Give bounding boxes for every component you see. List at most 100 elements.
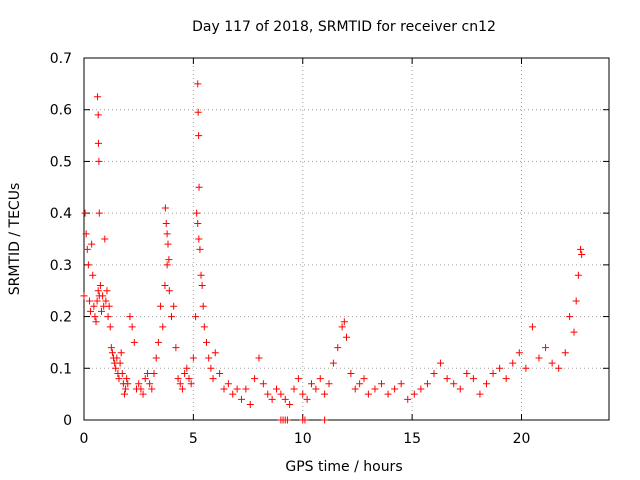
data-point bbox=[99, 292, 107, 300]
data-point bbox=[343, 333, 350, 341]
data-point bbox=[360, 375, 368, 383]
data-point bbox=[483, 380, 490, 388]
data-point bbox=[116, 359, 124, 367]
data-point bbox=[112, 364, 120, 372]
data-point bbox=[316, 375, 324, 383]
data-point bbox=[194, 80, 202, 88]
data-point bbox=[397, 380, 405, 388]
data-point bbox=[84, 261, 92, 269]
data-point bbox=[203, 338, 210, 346]
data-point bbox=[164, 240, 172, 248]
data-points bbox=[80, 80, 586, 424]
data-point bbox=[195, 235, 203, 243]
data-point bbox=[238, 395, 245, 403]
data-point bbox=[90, 302, 98, 310]
data-point bbox=[139, 390, 147, 398]
data-point bbox=[229, 390, 237, 398]
data-point bbox=[312, 385, 320, 393]
data-point bbox=[152, 354, 160, 362]
grid-lines bbox=[84, 58, 609, 420]
data-point bbox=[364, 390, 372, 398]
data-point bbox=[340, 318, 348, 326]
data-point bbox=[102, 297, 110, 305]
data-point bbox=[321, 390, 329, 398]
x-tick-label: 15 bbox=[403, 431, 421, 447]
data-point bbox=[469, 375, 477, 383]
data-point bbox=[548, 359, 556, 367]
data-point bbox=[80, 292, 88, 300]
x-tick-label: 10 bbox=[294, 431, 312, 447]
data-point bbox=[93, 297, 101, 305]
data-point bbox=[96, 282, 104, 290]
data-point bbox=[356, 380, 364, 388]
data-point bbox=[135, 380, 143, 388]
data-point bbox=[88, 240, 96, 248]
data-point bbox=[87, 307, 95, 315]
data-point bbox=[502, 375, 510, 383]
data-point bbox=[105, 302, 113, 310]
data-point bbox=[157, 302, 165, 310]
data-point bbox=[106, 323, 114, 331]
data-point bbox=[391, 385, 399, 393]
data-point bbox=[578, 251, 586, 259]
data-point bbox=[209, 375, 217, 383]
data-point bbox=[118, 369, 126, 377]
data-point bbox=[463, 369, 471, 377]
data-point bbox=[281, 395, 289, 403]
data-point bbox=[94, 111, 102, 119]
data-point bbox=[555, 364, 563, 372]
data-point bbox=[351, 385, 359, 393]
data-point bbox=[148, 385, 156, 393]
data-point bbox=[101, 235, 109, 243]
data-point bbox=[115, 375, 123, 383]
data-point bbox=[154, 338, 162, 346]
y-tick-label: 0 bbox=[63, 413, 72, 429]
data-point bbox=[137, 385, 145, 393]
data-point bbox=[150, 369, 158, 377]
data-point bbox=[113, 354, 121, 362]
data-point bbox=[338, 323, 346, 331]
data-point bbox=[89, 271, 97, 279]
data-point bbox=[183, 364, 191, 372]
data-point bbox=[273, 385, 280, 393]
data-point bbox=[120, 390, 128, 398]
data-point bbox=[123, 375, 131, 383]
data-point bbox=[321, 416, 329, 424]
data-point bbox=[286, 400, 294, 408]
data-point bbox=[83, 245, 91, 253]
data-point bbox=[303, 395, 311, 403]
x-axis-label: GPS time / hours bbox=[285, 459, 402, 475]
data-point bbox=[404, 395, 412, 403]
data-point bbox=[124, 380, 132, 388]
data-point bbox=[220, 385, 228, 393]
data-point bbox=[172, 344, 180, 352]
data-point bbox=[384, 390, 392, 398]
data-point bbox=[437, 359, 445, 367]
data-point bbox=[94, 139, 102, 147]
data-point bbox=[192, 313, 200, 321]
data-point bbox=[301, 416, 309, 424]
data-point bbox=[198, 282, 206, 290]
data-point bbox=[108, 349, 116, 357]
data-point bbox=[163, 261, 171, 269]
data-point bbox=[92, 318, 100, 326]
data-point bbox=[325, 380, 333, 388]
data-point bbox=[161, 282, 169, 290]
data-point bbox=[94, 93, 102, 101]
data-point bbox=[535, 354, 543, 362]
data-point bbox=[178, 385, 186, 393]
data-point bbox=[195, 183, 203, 191]
data-point bbox=[146, 380, 154, 388]
data-point bbox=[189, 354, 197, 362]
data-point bbox=[450, 380, 458, 388]
data-point bbox=[329, 359, 337, 367]
data-point bbox=[174, 375, 182, 383]
x-tick-label: 20 bbox=[513, 431, 531, 447]
data-point bbox=[117, 349, 125, 357]
data-point bbox=[162, 219, 170, 227]
data-point bbox=[176, 380, 184, 388]
chart-title: Day 117 of 2018, SRMTID for receiver cn1… bbox=[192, 19, 496, 35]
data-point bbox=[522, 364, 530, 372]
data-point bbox=[207, 364, 215, 372]
